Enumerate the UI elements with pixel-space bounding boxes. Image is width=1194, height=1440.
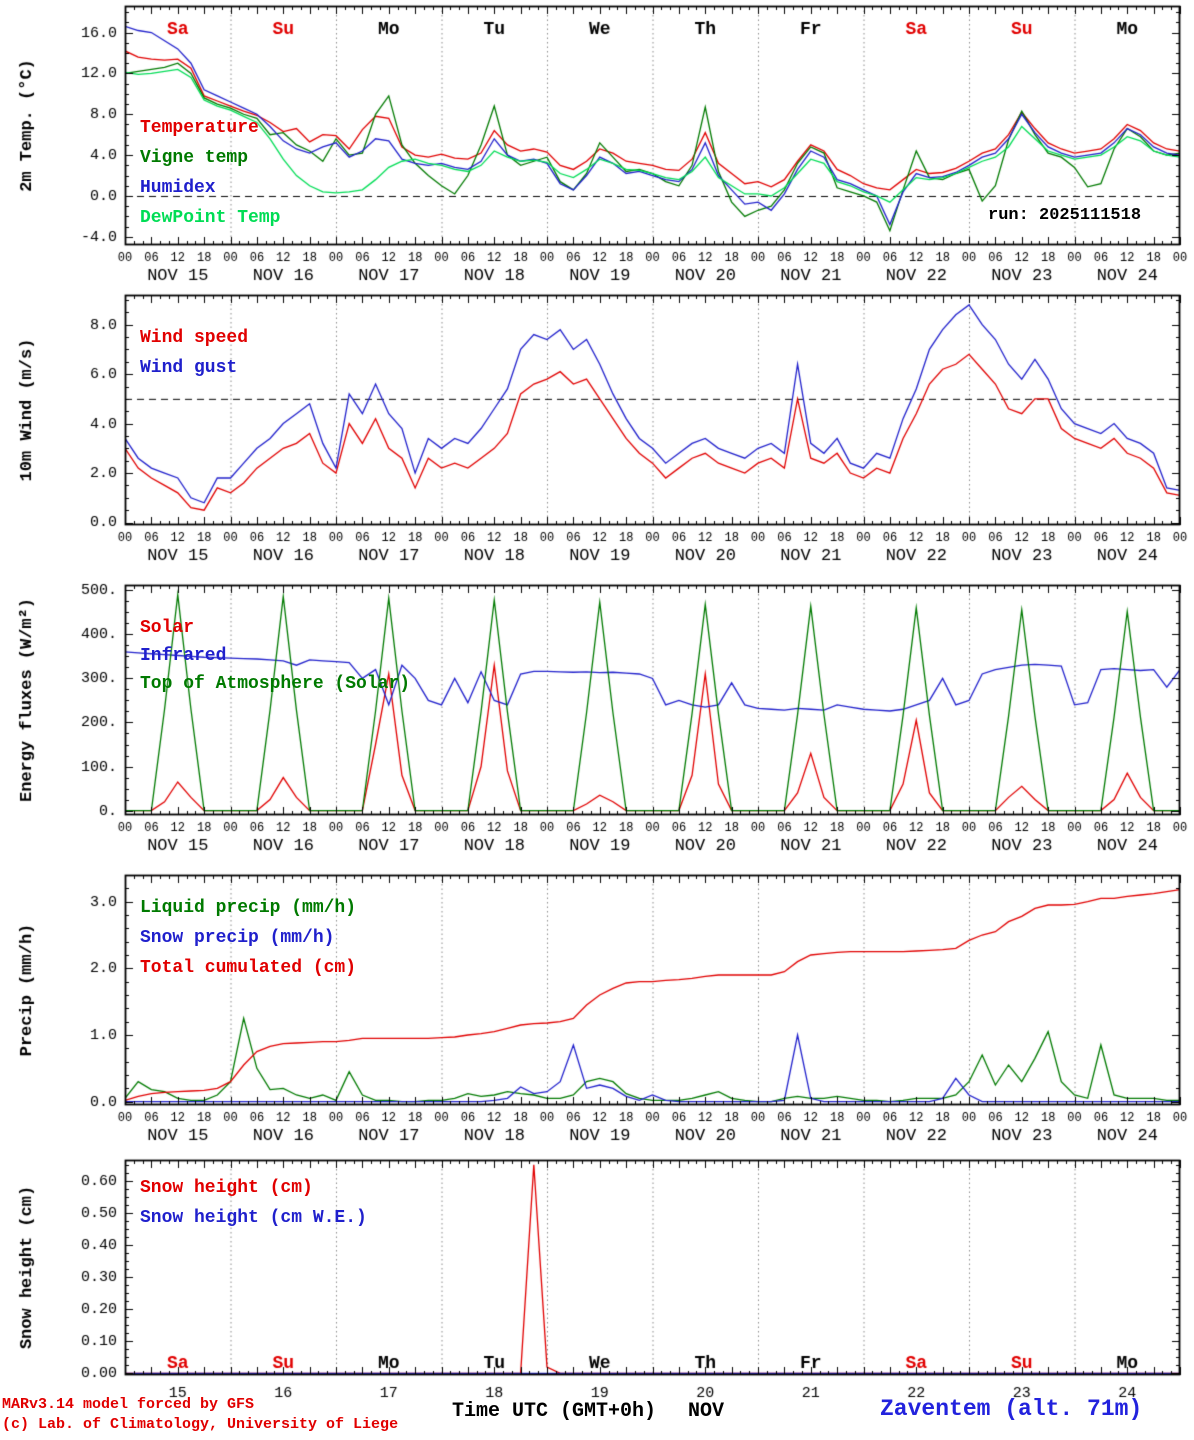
legend-snow-precip: Snow precip (mm/h) (140, 928, 335, 948)
legend-dewpoint-temp: DewPoint Temp (140, 208, 281, 228)
legend-temperature: Temperature (140, 118, 259, 138)
legend-infrared: Infrared (140, 646, 227, 666)
legend-wind-speed: Wind speed (140, 328, 249, 348)
station-name: Zaventem (alt. 71m) (880, 1396, 1143, 1422)
legend-snow-height: Snow height (cm) (140, 1178, 313, 1198)
legend-solar: Solar (140, 618, 195, 638)
legend-vigne-temp: Vigne temp (140, 148, 249, 168)
legend-liquid-precip: Liquid precip (mm/h) (140, 898, 357, 918)
model-credit-line2: (c) Lab. of Climatology, University of L… (2, 1416, 399, 1433)
x-axis-title: Time UTC (GMT+0h) (452, 1400, 657, 1423)
legend-wind-gust: Wind gust (140, 358, 238, 378)
month-label: NOV (688, 1400, 725, 1423)
legend-snow-height-we: Snow height (cm W.E.) (140, 1208, 367, 1228)
legend-humidex: Humidex (140, 178, 216, 198)
legend-top-of-atmosphere: Top of Atmosphere (Solar) (140, 674, 411, 694)
legend-total-cumulated: Total cumulated (cm) (140, 958, 357, 978)
model-credit-line1: MARv3.14 model forced by GFS (2, 1396, 255, 1413)
run-label: run: 2025111518 (988, 206, 1142, 225)
